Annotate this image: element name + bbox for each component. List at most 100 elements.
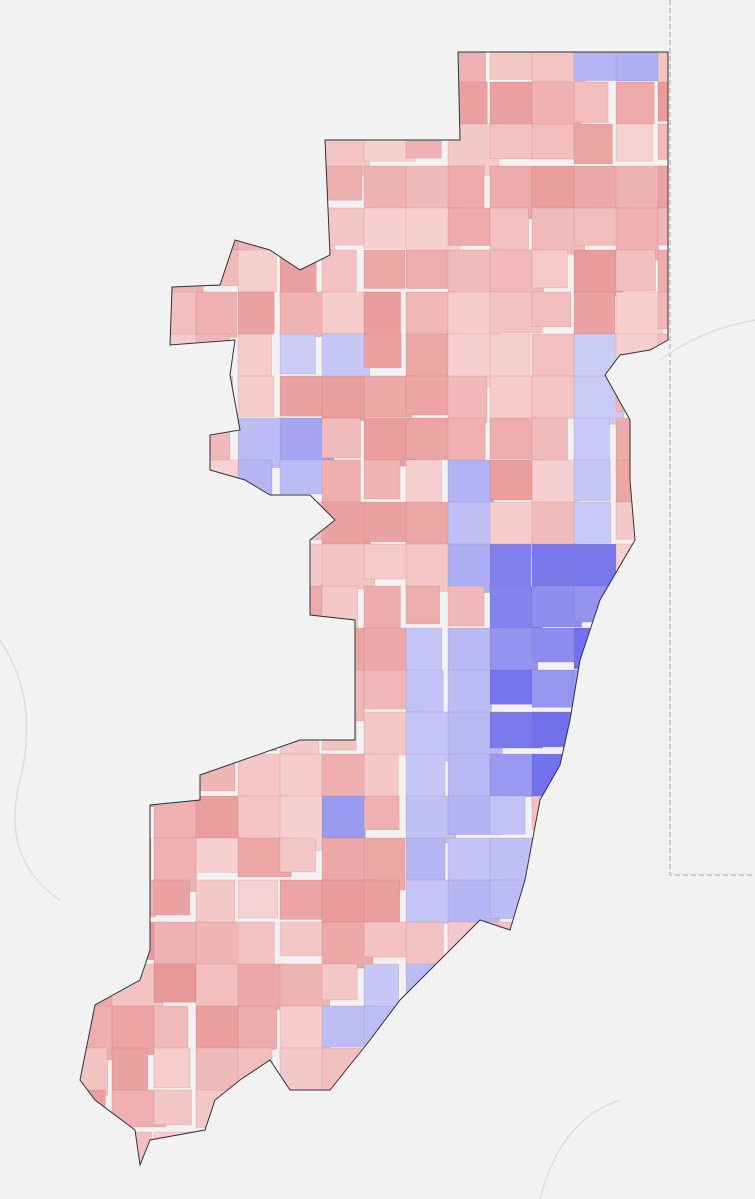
precinct <box>279 333 316 375</box>
precinct <box>321 501 371 548</box>
precinct <box>237 963 287 1010</box>
precinct <box>489 417 537 460</box>
precinct <box>405 753 446 803</box>
precinct <box>573 52 620 81</box>
precinct <box>279 291 330 337</box>
precinct <box>321 375 366 421</box>
precinct <box>237 753 286 799</box>
precinct <box>531 249 568 289</box>
precinct <box>279 1047 331 1095</box>
precinct <box>321 165 363 201</box>
state-border <box>669 0 755 876</box>
precinct <box>657 81 668 122</box>
precinct <box>363 753 399 801</box>
precinct <box>447 207 491 246</box>
precinct <box>153 1089 192 1126</box>
precinct <box>279 879 329 920</box>
precinct <box>531 501 576 546</box>
precinct <box>405 543 454 592</box>
precinct <box>615 123 653 162</box>
precinct <box>657 123 668 160</box>
precinct <box>237 375 275 417</box>
precinct <box>321 291 369 334</box>
precinct <box>321 459 361 506</box>
precinct <box>195 291 237 338</box>
precinct <box>657 52 668 94</box>
precinct <box>363 291 401 334</box>
precinct <box>573 417 610 463</box>
precinct <box>447 459 494 509</box>
precinct <box>363 459 401 500</box>
precinct <box>279 921 325 957</box>
precinct <box>363 501 410 543</box>
precinct <box>405 795 457 844</box>
precinct <box>405 711 450 762</box>
precinct <box>363 249 406 289</box>
precinct <box>489 52 539 80</box>
precinct <box>279 963 330 1008</box>
precinct <box>573 123 613 165</box>
precinct <box>363 207 409 249</box>
precinct <box>405 459 442 505</box>
precinct <box>405 669 444 715</box>
precinct <box>447 501 497 549</box>
precinct <box>657 249 668 304</box>
precinct <box>531 417 568 462</box>
precinct <box>153 963 202 1003</box>
precinct <box>573 165 617 211</box>
precinct <box>657 291 668 330</box>
precinct <box>111 1047 149 1097</box>
precinct <box>657 207 668 246</box>
precinct <box>363 669 411 710</box>
precinct <box>489 207 529 258</box>
precinct <box>405 585 440 625</box>
precinct <box>615 291 663 338</box>
precinct <box>531 333 580 376</box>
precinct <box>405 417 449 460</box>
precinct <box>573 501 612 544</box>
precinct <box>363 921 411 958</box>
precinct <box>447 585 485 627</box>
precinct <box>405 249 451 289</box>
precinct <box>531 123 577 160</box>
precinct <box>489 333 531 381</box>
precinct <box>405 627 442 678</box>
precinct <box>111 1005 156 1055</box>
precinct <box>573 81 609 123</box>
precinct <box>531 81 582 130</box>
precinct <box>657 165 668 214</box>
precinct <box>405 375 450 416</box>
precinct <box>363 795 400 831</box>
precinct <box>363 627 414 679</box>
precinct <box>531 291 572 327</box>
precinct <box>447 417 486 469</box>
precinct <box>237 291 275 335</box>
precinct <box>363 165 408 208</box>
river <box>0 319 755 1199</box>
precinct <box>531 585 582 628</box>
precinct <box>237 249 277 293</box>
precinct <box>321 963 358 1001</box>
district-outline <box>79 51 669 1167</box>
precinct <box>153 921 204 965</box>
precinct <box>615 52 667 82</box>
precinct <box>237 1005 278 1050</box>
precinct <box>447 375 488 423</box>
precinct <box>489 795 526 835</box>
precinct <box>279 375 323 417</box>
precinct <box>321 249 357 296</box>
precinct <box>531 627 582 663</box>
precinct <box>531 459 580 509</box>
precinct <box>489 123 535 159</box>
precinct <box>573 459 611 501</box>
precinct <box>615 249 656 292</box>
precinct <box>531 375 577 419</box>
precinct <box>363 879 401 925</box>
precinct <box>153 879 191 916</box>
precinct <box>573 249 624 297</box>
precinct <box>363 333 402 368</box>
precinct <box>447 543 499 593</box>
precinct <box>237 333 272 381</box>
